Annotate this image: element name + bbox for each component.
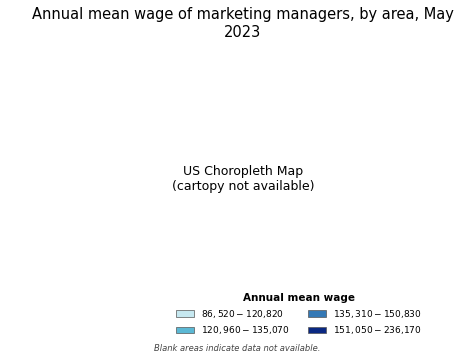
Text: Blank areas indicate data not available.: Blank areas indicate data not available.	[154, 344, 320, 353]
Legend: $86,520 - $120,820, $120,960 - $135,070, $135,310 - $150,830, $151,050 - $236,17: $86,520 - $120,820, $120,960 - $135,070,…	[172, 290, 425, 340]
Title: Annual mean wage of marketing managers, by area, May 2023: Annual mean wage of marketing managers, …	[32, 7, 454, 40]
Text: US Choropleth Map
(cartopy not available): US Choropleth Map (cartopy not available…	[172, 165, 314, 193]
